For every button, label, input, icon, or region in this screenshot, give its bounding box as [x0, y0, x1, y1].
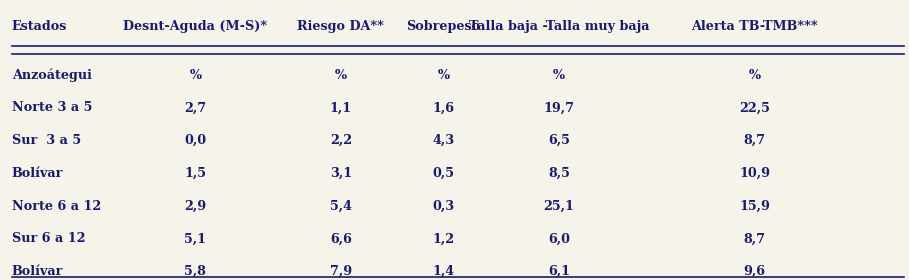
Text: Riesgo DA**: Riesgo DA** — [297, 20, 385, 32]
Text: 22,5: 22,5 — [739, 101, 770, 114]
Text: 9,6: 9,6 — [744, 265, 765, 278]
Text: Anzoátegui: Anzoátegui — [12, 69, 92, 82]
Text: Talla baja -Talla muy baja: Talla baja -Talla muy baja — [469, 20, 649, 32]
Text: 8,5: 8,5 — [548, 167, 570, 180]
Text: 15,9: 15,9 — [739, 200, 770, 213]
Text: 2,2: 2,2 — [330, 134, 352, 147]
Text: 0,5: 0,5 — [433, 167, 454, 180]
Text: 3,1: 3,1 — [330, 167, 352, 180]
Text: Alerta TB-TMB***: Alerta TB-TMB*** — [691, 20, 818, 32]
Text: 8,7: 8,7 — [744, 232, 765, 245]
Text: Sur 6 a 12: Sur 6 a 12 — [12, 232, 85, 245]
Text: 1,6: 1,6 — [433, 101, 454, 114]
Text: Norte 3 a 5: Norte 3 a 5 — [12, 101, 92, 114]
Text: %: % — [437, 69, 450, 81]
Text: 4,3: 4,3 — [433, 134, 454, 147]
Text: 1,2: 1,2 — [433, 232, 454, 245]
Text: %: % — [189, 69, 202, 81]
Text: %: % — [335, 69, 347, 81]
Text: Bolívar: Bolívar — [12, 167, 64, 180]
Text: %: % — [748, 69, 761, 81]
Text: 8,7: 8,7 — [744, 134, 765, 147]
Text: Estados: Estados — [12, 20, 67, 32]
Text: 6,6: 6,6 — [330, 232, 352, 245]
Text: 19,7: 19,7 — [544, 101, 574, 114]
Text: 1,5: 1,5 — [185, 167, 206, 180]
Text: 5,1: 5,1 — [185, 232, 206, 245]
Text: 5,4: 5,4 — [330, 200, 352, 213]
Text: Bolívar: Bolívar — [12, 265, 64, 278]
Text: 6,5: 6,5 — [548, 134, 570, 147]
Text: Sobrepeso: Sobrepeso — [406, 20, 481, 32]
Text: 6,0: 6,0 — [548, 232, 570, 245]
Text: 10,9: 10,9 — [739, 167, 770, 180]
Text: Sur  3 a 5: Sur 3 a 5 — [12, 134, 81, 147]
Text: Norte 6 a 12: Norte 6 a 12 — [12, 200, 101, 213]
Text: 1,4: 1,4 — [433, 265, 454, 278]
Text: Desnt-Aguda (M-S)*: Desnt-Aguda (M-S)* — [124, 20, 267, 32]
Text: 1,1: 1,1 — [330, 101, 352, 114]
Text: 6,1: 6,1 — [548, 265, 570, 278]
Text: 25,1: 25,1 — [544, 200, 574, 213]
Text: 5,8: 5,8 — [185, 265, 206, 278]
Text: 2,9: 2,9 — [185, 200, 206, 213]
Text: 7,9: 7,9 — [330, 265, 352, 278]
Text: %: % — [553, 69, 565, 81]
Text: 0,0: 0,0 — [185, 134, 206, 147]
Text: 2,7: 2,7 — [185, 101, 206, 114]
Text: 0,3: 0,3 — [433, 200, 454, 213]
